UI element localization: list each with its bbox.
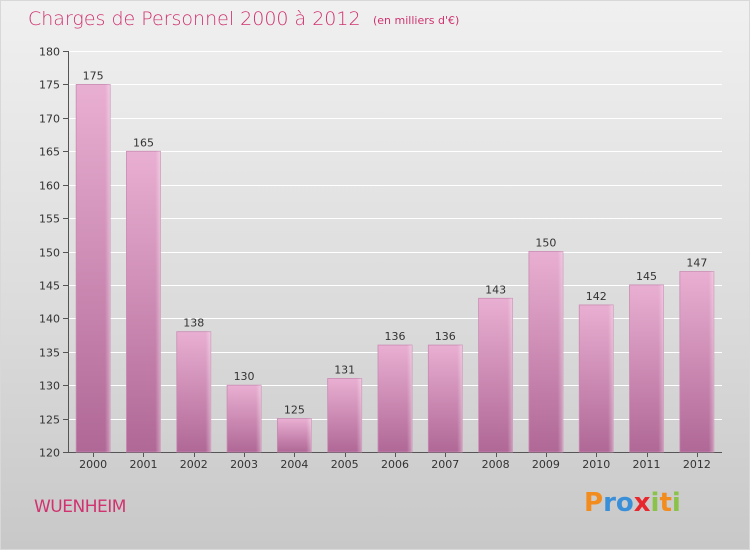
x-tick-label: 2008 (482, 458, 510, 471)
data-label: 130 (234, 370, 255, 383)
bar-highlight (579, 304, 614, 452)
data-label: 138 (183, 317, 204, 330)
data-label: 175 (83, 69, 104, 82)
bar-highlight (478, 298, 513, 452)
data-label: 145 (636, 270, 657, 283)
y-tick-label: 150 (39, 247, 60, 260)
chart-title: Charges de Personnel 2000 à 2012 (28, 8, 361, 30)
proxiti-logo[interactable]: Proxiti (584, 488, 681, 518)
y-tick-label: 130 (39, 380, 60, 393)
data-label: 136 (385, 330, 406, 343)
data-label: 165 (133, 136, 154, 149)
logo-letter: i (650, 488, 660, 518)
data-label: 150 (535, 237, 556, 250)
bar-highlight (378, 345, 412, 452)
y-tick-label: 145 (39, 280, 60, 293)
logo-letter: i (671, 488, 681, 518)
y-tick-label: 135 (39, 347, 60, 360)
x-tick-label: 2012 (683, 458, 711, 471)
data-label: 131 (334, 363, 355, 376)
y-tick-label: 120 (39, 447, 60, 460)
x-tick-label: 2001 (129, 458, 157, 471)
data-label: 143 (485, 283, 506, 296)
logo-letter: x (633, 488, 651, 518)
bars (75, 84, 715, 453)
y-tick-label: 140 (39, 313, 60, 326)
chart-subtitle: (en milliers d'€) (373, 14, 460, 27)
x-tick-label: 2007 (431, 458, 459, 471)
x-tick-label: 2003 (230, 458, 258, 471)
x-tick-label: 2005 (331, 458, 359, 471)
x-tick-label: 2004 (280, 458, 308, 471)
y-tick-label: 160 (39, 180, 60, 193)
logo-letter: r (603, 488, 616, 518)
bar-highlight (428, 345, 463, 452)
x-tick-label: 2002 (180, 458, 208, 471)
y-tick-label: 170 (39, 113, 60, 126)
town-name: WUENHEIM (34, 497, 126, 517)
x-tick-label: 2000 (79, 458, 107, 471)
axes: 120 125 130 135 140 145 150 155 160 165 170 175 180 2… (39, 46, 722, 471)
data-labels: 175 165 138 130 125 131 136 136 143 150 142 145 147 (83, 69, 708, 416)
y-tick-label: 165 (39, 146, 60, 159)
bar-highlight (227, 385, 262, 452)
bar-highlight (679, 271, 714, 452)
logo-letter: P (584, 488, 604, 518)
logo-letter: t (659, 488, 672, 518)
bar-highlight (629, 284, 664, 452)
bar-highlight (126, 151, 161, 452)
y-tick-label: 180 (39, 46, 60, 59)
data-label: 125 (284, 404, 305, 417)
bar-highlight (76, 84, 111, 453)
y-tick-label: 155 (39, 213, 60, 226)
data-label: 136 (435, 330, 456, 343)
bar-highlight (528, 251, 563, 452)
x-tick-label: 2006 (381, 458, 409, 471)
x-tick-label: 2010 (582, 458, 610, 471)
y-tick-label: 125 (39, 414, 60, 427)
bar-highlight (277, 418, 312, 452)
x-tick-label: 2011 (633, 458, 661, 471)
data-label: 147 (686, 257, 707, 270)
bar-highlight (327, 378, 362, 452)
bar-highlight (176, 331, 211, 452)
logo-letter: o (615, 488, 634, 518)
y-tick-label: 175 (39, 79, 60, 92)
x-tick-label: 2009 (532, 458, 560, 471)
data-label: 142 (586, 290, 607, 303)
